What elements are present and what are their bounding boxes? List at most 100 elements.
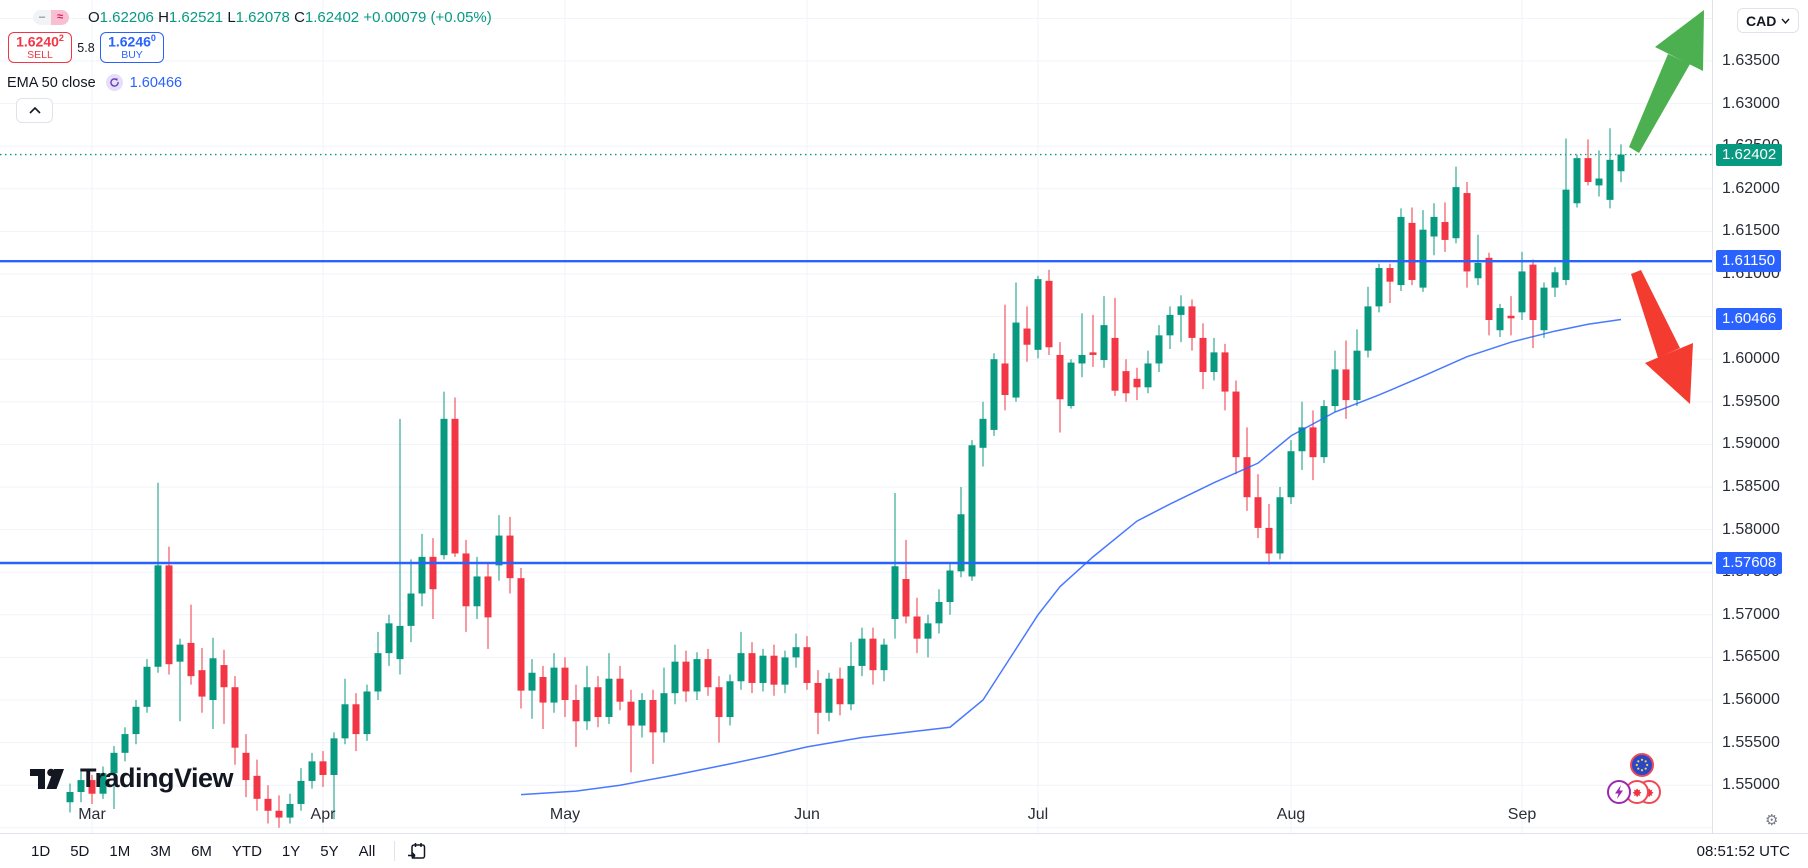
price-tick-label: 1.55500: [1722, 733, 1780, 751]
range-button-All[interactable]: All: [358, 842, 376, 860]
calendar-arrow-icon: [408, 843, 426, 860]
candle-body: [1045, 280, 1053, 348]
candle-body: [286, 803, 294, 818]
range-button-5Y[interactable]: 5Y: [320, 842, 339, 860]
legend-toggle: – ≈: [33, 9, 69, 25]
candle-body: [1408, 222, 1416, 280]
range-button-3M[interactable]: 3M: [150, 842, 172, 860]
candle-body: [847, 665, 855, 705]
candle-body: [968, 445, 976, 577]
sell-button[interactable]: 1.62402 SELL: [8, 32, 72, 63]
candle-body: [110, 752, 118, 774]
wave-mode-icon[interactable]: ≈: [51, 9, 69, 25]
candle-body: [924, 623, 932, 639]
candle-body: [913, 616, 921, 639]
candle-body: [902, 579, 910, 617]
ema-50-line[interactable]: [520, 318, 1622, 796]
up-trend-arrow[interactable]: [1629, 54, 1690, 153]
tradingview-logo[interactable]: TradingView: [30, 763, 234, 794]
legend-collapse-pill[interactable]: – ≈: [33, 9, 69, 25]
price-axis[interactable]: ⚙ 1.635001.630001.625001.620001.615001.6…: [1712, 0, 1808, 833]
candle-body: [1320, 406, 1328, 458]
bottom-toolbar: 1D 5D 1M 3M 6M YTD 1Y 5Y All 08:51:52 UTC: [0, 833, 1808, 868]
candle-body: [957, 514, 965, 572]
tradingview-wordmark: TradingView: [80, 763, 234, 793]
month-label-Aug: Aug: [1276, 806, 1306, 823]
candle-body: [979, 418, 987, 448]
buy-price: 1.6246: [108, 34, 151, 51]
candle-body: [1199, 337, 1207, 372]
candle-body: [1617, 154, 1625, 172]
high-label: H: [158, 9, 169, 26]
candle-body: [495, 535, 503, 566]
clock[interactable]: 08:51:52 UTC: [1696, 842, 1790, 860]
candle-body: [759, 655, 767, 683]
down-trend-arrow[interactable]: [1631, 270, 1680, 358]
month-label-Jul: Jul: [1027, 806, 1049, 823]
candle-body: [187, 642, 195, 677]
candle-body: [616, 678, 624, 702]
candle-body: [1518, 271, 1526, 313]
candle-body: [506, 535, 514, 579]
candle-body: [715, 687, 723, 718]
candle-body: [748, 653, 756, 683]
candle-body: [1485, 257, 1493, 321]
candle-body: [671, 661, 679, 694]
candle-body: [1287, 451, 1295, 498]
range-button-YTD[interactable]: YTD: [231, 842, 262, 860]
candle-body: [1221, 352, 1229, 392]
candle-body: [440, 418, 448, 556]
candle-body: [693, 659, 701, 692]
candle-body: [726, 681, 734, 718]
candle-body: [638, 700, 646, 726]
chart-canvas[interactable]: [0, 0, 1712, 833]
candle-body: [473, 576, 481, 607]
month-label-Apr: Apr: [310, 806, 336, 823]
candle-body: [858, 638, 866, 666]
range-button-1Y[interactable]: 1Y: [281, 842, 301, 860]
candle-body: [627, 701, 635, 726]
candle-body: [1177, 306, 1185, 315]
candle-body: [649, 700, 657, 733]
down-trend-arrow-head[interactable]: [1645, 343, 1693, 404]
up-trend-arrow-head[interactable]: [1655, 10, 1704, 71]
range-button-1D[interactable]: 1D: [31, 842, 51, 860]
collapse-legend-button[interactable]: [16, 98, 53, 123]
candle-body: [1551, 272, 1559, 288]
minimize-icon[interactable]: –: [33, 9, 51, 25]
candle-body: [176, 644, 184, 662]
candle-body: [1012, 322, 1020, 398]
range-button-1M[interactable]: 1M: [109, 842, 131, 860]
sell-price-sup: 2: [58, 33, 64, 44]
candle-body: [231, 687, 239, 748]
price-tick-label: 1.59000: [1722, 435, 1780, 453]
spread-value: 5.8: [77, 40, 95, 55]
low-value: 1.62078: [235, 9, 290, 26]
month-label-Mar: Mar: [78, 806, 106, 823]
range-button-5D[interactable]: 5D: [70, 842, 90, 860]
candle-body: [1441, 222, 1449, 240]
candle-body: [1155, 335, 1163, 364]
currency-selector[interactable]: CAD: [1737, 8, 1799, 33]
candle-body: [1232, 391, 1240, 458]
candle-body: [770, 655, 778, 685]
price-tick-label: 1.58500: [1722, 478, 1780, 495]
candle-body: [1034, 279, 1042, 350]
low-label: L: [227, 9, 236, 26]
candle-body: [1298, 427, 1306, 452]
candle-body: [418, 556, 426, 594]
candle-body: [308, 761, 316, 781]
candle-body: [132, 706, 140, 735]
open-value: 1.62206: [99, 9, 154, 26]
price-tick-label: 1.58000: [1722, 520, 1780, 538]
candle-body: [1210, 352, 1218, 372]
candle-body: [517, 578, 525, 691]
candle-body: [407, 593, 415, 626]
go-to-date-button[interactable]: [407, 841, 427, 861]
range-button-6M[interactable]: 6M: [191, 842, 212, 860]
buy-button[interactable]: 1.62460 BUY: [100, 32, 164, 63]
indicator-refresh-icon[interactable]: [105, 74, 123, 91]
candle-body: [1265, 527, 1273, 554]
price-scale-settings-gear-icon[interactable]: ⚙: [1765, 812, 1779, 829]
month-label-Sep: Sep: [1507, 806, 1537, 823]
